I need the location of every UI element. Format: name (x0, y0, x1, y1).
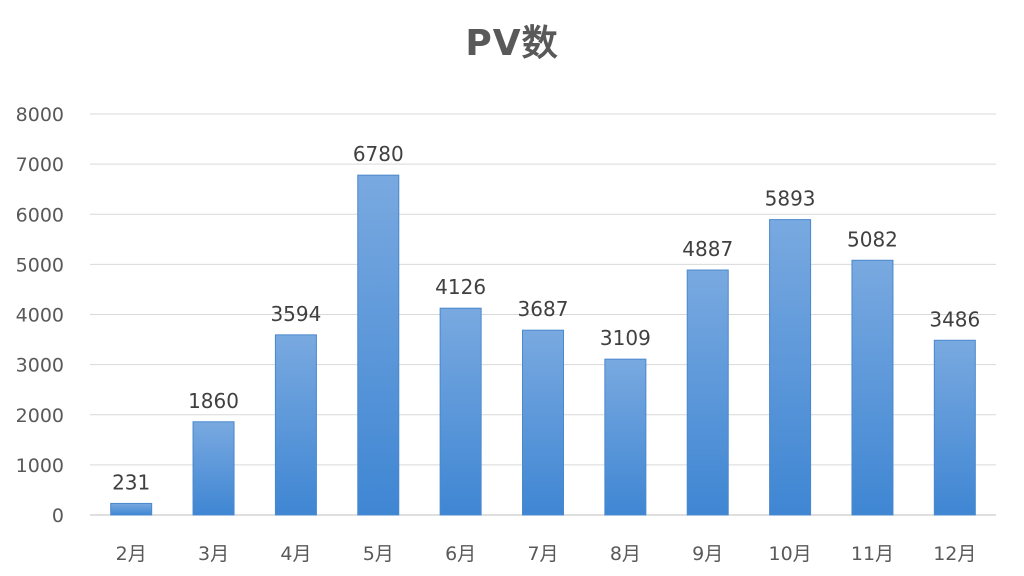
y-tick-label: 4000 (16, 305, 64, 327)
x-tick-label: 8月 (610, 543, 641, 565)
y-tick-label: 1000 (16, 455, 64, 477)
bar (851, 259, 894, 516)
y-tick-label: 6000 (16, 204, 64, 226)
x-tick-label: 9月 (692, 543, 723, 565)
x-tick-label: 6月 (445, 543, 476, 565)
data-label: 3594 (270, 302, 321, 326)
bar (439, 307, 482, 516)
data-label: 3109 (600, 326, 651, 350)
y-tick-label: 8000 (16, 104, 64, 126)
bar (274, 334, 317, 516)
y-tick-label: 0 (52, 505, 64, 527)
y-axis: 0 1000 2000 3000 4000 5000 6000 7000 8000 (16, 104, 64, 527)
data-label: 3486 (929, 307, 980, 331)
bar (769, 219, 812, 516)
y-tick-label: 3000 (16, 355, 64, 377)
bar (192, 421, 235, 516)
data-label: 1860 (188, 389, 239, 413)
x-tick-label: 2月 (116, 543, 147, 565)
data-label: 5082 (847, 227, 898, 251)
data-label: 6780 (353, 142, 404, 166)
data-label: 231 (112, 470, 150, 494)
data-label: 5893 (765, 187, 816, 211)
data-labels: 231 1860 3594 6780 4126 3687 3109 4887 5893 5082 3… (112, 142, 980, 494)
bar (933, 339, 976, 516)
data-label: 4126 (435, 275, 486, 299)
bar (604, 358, 647, 516)
x-tick-label: 7月 (527, 543, 558, 565)
data-label: 4887 (682, 237, 733, 261)
bar (522, 329, 564, 516)
x-tick-label: 5月 (363, 543, 394, 565)
chart-title: PV数 (465, 23, 559, 64)
x-tick-label: 11月 (851, 543, 894, 565)
x-tick-label: 12月 (933, 543, 976, 565)
y-tick-label: 2000 (16, 405, 64, 427)
bar (357, 174, 400, 516)
data-label: 3687 (518, 297, 569, 321)
y-tick-label: 7000 (16, 154, 64, 176)
bar (110, 502, 153, 516)
x-axis: 2月 3月 4月 5月 6月 7月 8月 9月 10月 11月 12月 (116, 543, 977, 565)
bar (686, 269, 729, 516)
y-tick-label: 5000 (16, 254, 64, 276)
x-tick-label: 10月 (768, 543, 811, 565)
x-tick-label: 4月 (280, 543, 311, 565)
bars (110, 174, 976, 516)
x-tick-label: 3月 (198, 543, 229, 565)
